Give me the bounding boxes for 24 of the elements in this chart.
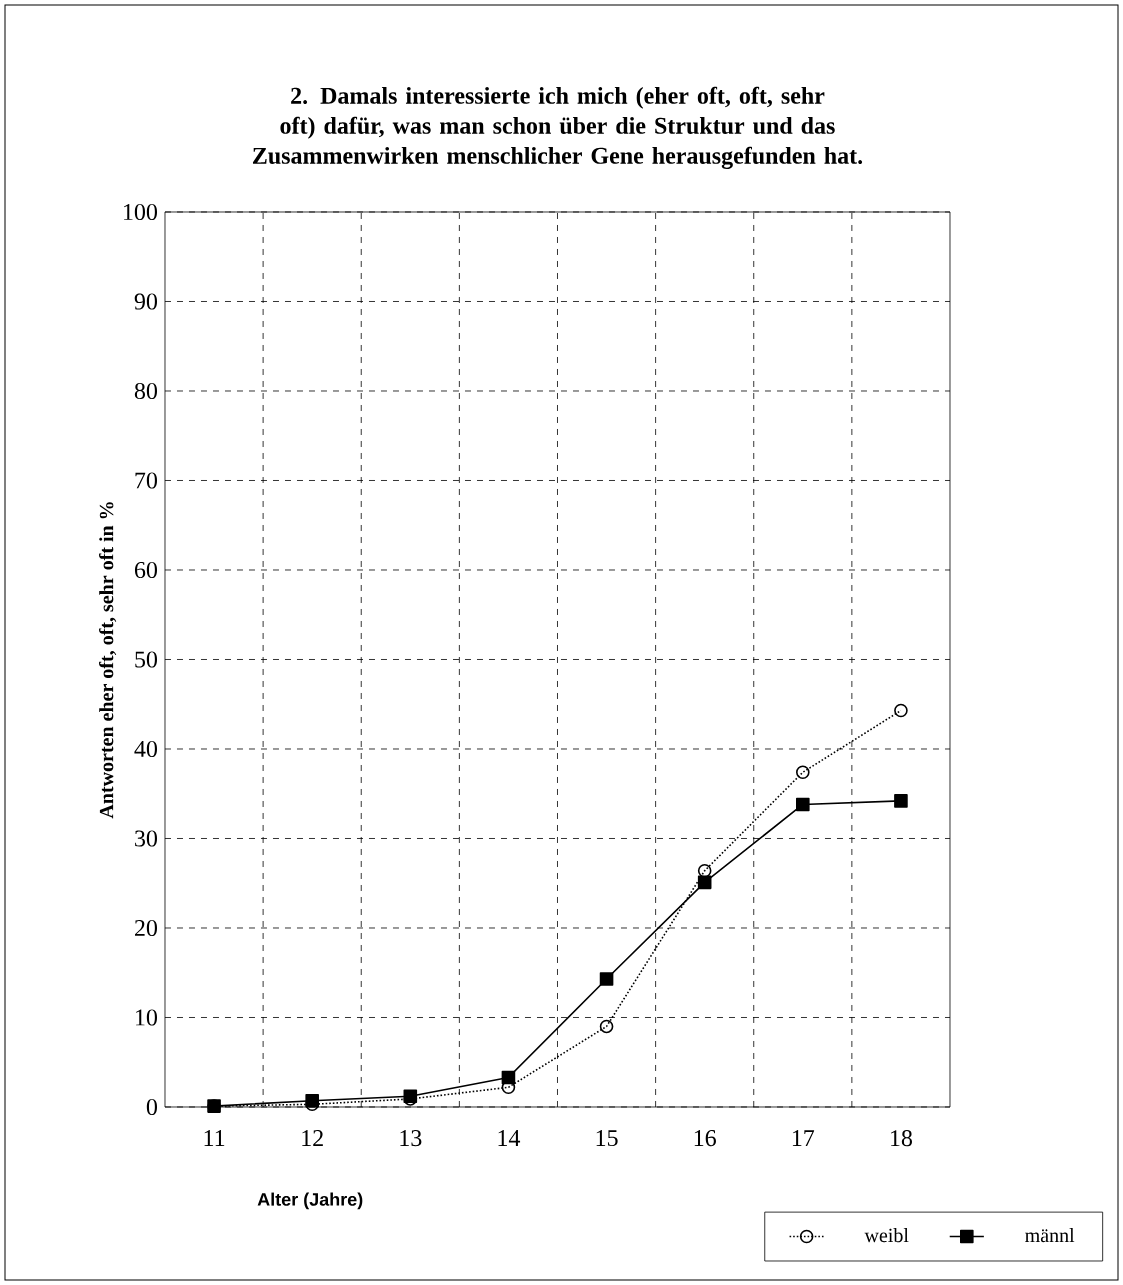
y-axis-title: Antworten eher oft, oft, sehr oft in % [99,502,117,819]
y-tick-label: 90 [134,293,158,310]
y-tick-label: 20 [135,919,158,937]
y-tick-label: 100 [124,203,157,221]
x-tick-label: 12 [302,1130,323,1146]
legend-label: männl [1025,1228,1075,1243]
x-tick-label: 18 [891,1130,912,1147]
y-tick-label: 10 [136,1009,158,1026]
x-tick-label: 16 [694,1130,716,1147]
y-tick-label: 30 [135,830,158,847]
x-tick-label: 14 [498,1130,521,1146]
y-tick-label: 50 [135,651,158,668]
x-axis-title: Alter (Jahre) [257,1192,363,1210]
y-tick-label: 40 [134,740,158,758]
y-tick-label: 80 [134,382,158,400]
legend-label: weibl [864,1228,909,1243]
x-tick-label: 17 [792,1130,815,1146]
y-tick-label: 0 [146,1098,158,1116]
x-tick-label: 11 [204,1130,225,1146]
chart-title: 2. Damals interessierte ich mich (eher oft, oft, sehr oft) dafür, was man schon über die Struktur und das Zusammenwirken menschlicher Gene herausgefunden hat. [252,86,863,169]
y-tick-label: 60 [134,561,158,579]
x-tick-label: 15 [596,1130,618,1147]
x-tick-label: 13 [400,1130,422,1147]
y-tick-label: 70 [135,472,158,489]
